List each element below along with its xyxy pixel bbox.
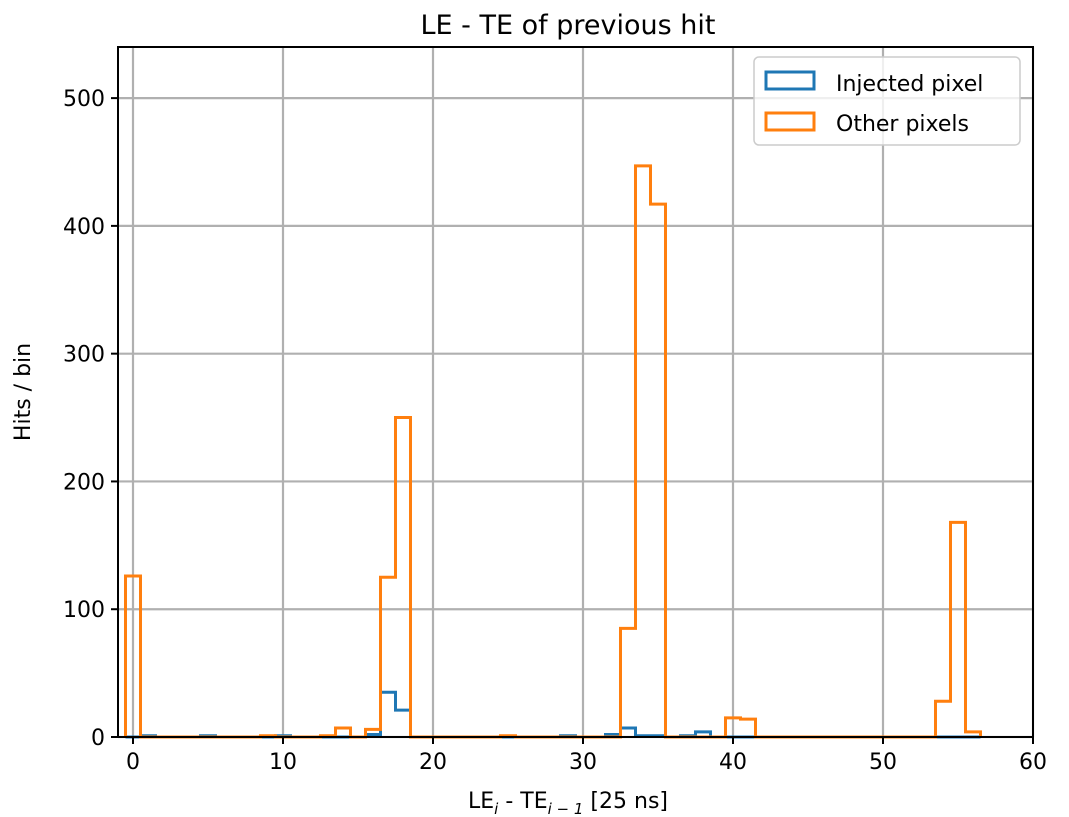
x-axis-label: LEi - TEi − 1 [25 ns]: [468, 789, 668, 817]
histogram-bin: [396, 710, 411, 737]
histogram-bin: [951, 522, 966, 737]
x-axis-label-tail: [25 ns]: [583, 789, 668, 814]
series-layer: [124, 164, 982, 739]
legend-label-other-pixels: Other pixels: [836, 112, 969, 137]
legend-label-injected-pixel: Injected pixel: [836, 72, 983, 97]
histogram-step-0: [125, 690, 981, 739]
y-tick-label: 500: [63, 87, 105, 112]
histogram-bin: [636, 166, 651, 737]
legend: Injected pixel Other pixels: [753, 56, 1021, 146]
x-tick-label: 40: [719, 750, 747, 775]
x-tick-label: 0: [126, 750, 140, 775]
y-tick-label: 200: [63, 470, 105, 495]
histogram-bin: [741, 719, 756, 737]
histogram-bin: [381, 577, 396, 737]
y-tick-label: 100: [63, 598, 105, 623]
histogram-bin: [396, 418, 411, 737]
x-axis-label-mid: - TE: [498, 789, 547, 814]
histogram-step-1: [124, 164, 982, 739]
legend-swatch-injected-pixel: [764, 70, 816, 91]
x-tick-label: 30: [569, 750, 597, 775]
histogram-bin: [936, 701, 951, 737]
grid-lines: [118, 47, 1035, 739]
histogram-bin: [381, 692, 396, 737]
y-tick-label: 0: [91, 726, 105, 751]
x-axis-label-sub2: i − 1: [548, 800, 584, 817]
y-axis-label: Hits / bin: [11, 343, 36, 441]
y-tick-label: 300: [63, 343, 105, 368]
series-0: [125, 690, 981, 739]
histogram-bin: [651, 204, 666, 737]
x-tick-label: 50: [869, 750, 897, 775]
plot-frame: [117, 46, 1034, 738]
y-tick-label: 400: [63, 215, 105, 240]
x-axis-label-sub1: i: [494, 800, 499, 817]
x-tick-label: 20: [419, 750, 447, 775]
series-1: [124, 164, 982, 739]
x-tick-label: 10: [269, 750, 297, 775]
x-axis-label-base1: LE: [468, 789, 494, 814]
legend-swatch-other-pixels: [764, 111, 816, 132]
chart-title: LE - TE of previous hit: [421, 10, 716, 41]
histogram-bin: [621, 628, 636, 737]
x-tick-label: 60: [1019, 750, 1047, 775]
legend-box: [753, 56, 1021, 146]
axis-ticks: 0 10 20 30 40 50 60 0 100 200 300 400 500: [63, 87, 1047, 775]
